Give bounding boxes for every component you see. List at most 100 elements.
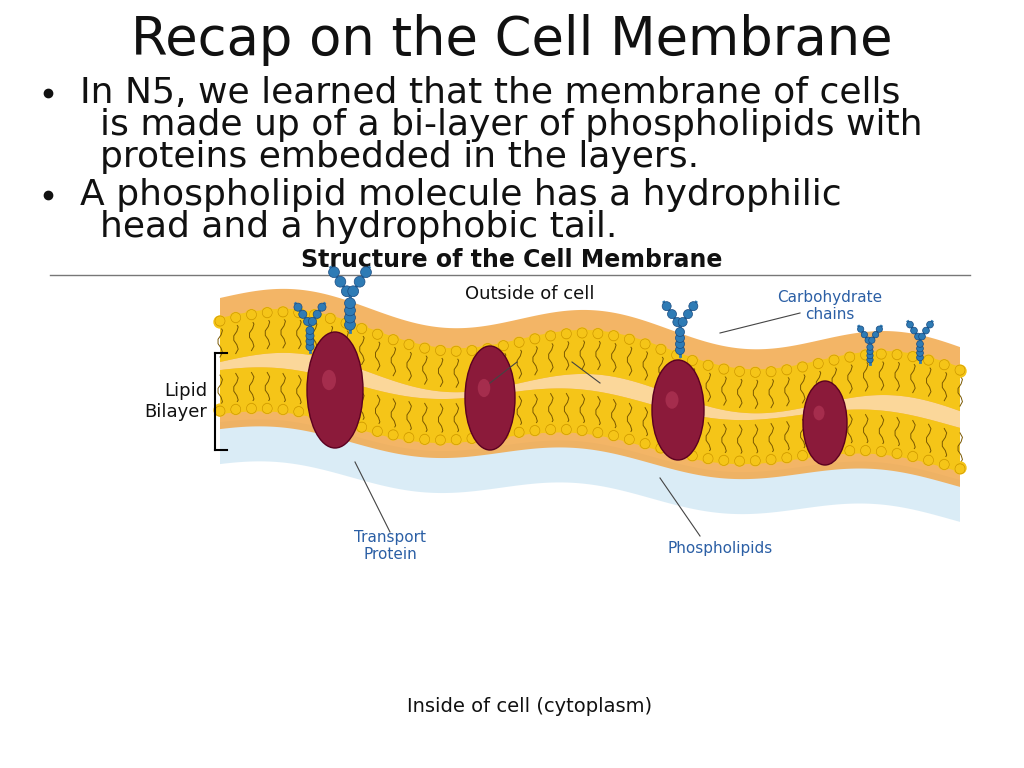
Circle shape xyxy=(734,456,744,466)
Circle shape xyxy=(813,359,823,369)
Circle shape xyxy=(626,435,634,442)
Circle shape xyxy=(261,308,273,319)
Circle shape xyxy=(639,437,651,449)
Circle shape xyxy=(676,346,684,355)
Circle shape xyxy=(702,360,714,372)
Circle shape xyxy=(719,455,729,465)
Circle shape xyxy=(481,343,494,356)
Circle shape xyxy=(750,454,761,465)
Circle shape xyxy=(846,445,854,454)
Circle shape xyxy=(689,302,697,311)
Text: is made up of a bi-layer of phospholipids with: is made up of a bi-layer of phospholipid… xyxy=(100,108,923,142)
Circle shape xyxy=(229,313,242,325)
Circle shape xyxy=(403,339,414,349)
Circle shape xyxy=(655,344,666,354)
Circle shape xyxy=(877,446,887,456)
Circle shape xyxy=(750,367,761,379)
Circle shape xyxy=(341,286,352,296)
Circle shape xyxy=(872,332,879,338)
Polygon shape xyxy=(220,353,961,428)
Circle shape xyxy=(420,343,430,353)
Circle shape xyxy=(751,367,760,377)
Circle shape xyxy=(799,364,807,372)
Circle shape xyxy=(892,449,902,458)
Circle shape xyxy=(262,308,272,318)
Circle shape xyxy=(799,451,807,458)
Circle shape xyxy=(261,402,273,413)
Circle shape xyxy=(954,462,966,474)
Circle shape xyxy=(294,303,302,311)
Circle shape xyxy=(640,439,650,449)
Circle shape xyxy=(528,334,541,346)
Circle shape xyxy=(387,335,399,346)
Polygon shape xyxy=(220,309,961,413)
Circle shape xyxy=(868,337,876,343)
Circle shape xyxy=(877,326,883,333)
Circle shape xyxy=(500,343,508,351)
Text: Carbohydrate
chains: Carbohydrate chains xyxy=(777,290,883,323)
Circle shape xyxy=(923,327,930,334)
Circle shape xyxy=(435,435,445,445)
Circle shape xyxy=(676,333,684,343)
Circle shape xyxy=(844,352,856,364)
Circle shape xyxy=(354,276,365,287)
Circle shape xyxy=(317,303,326,311)
Circle shape xyxy=(919,333,926,340)
Circle shape xyxy=(436,347,444,356)
Circle shape xyxy=(797,449,809,461)
Circle shape xyxy=(830,357,838,365)
Circle shape xyxy=(683,310,692,319)
Circle shape xyxy=(578,328,587,338)
Circle shape xyxy=(247,403,256,413)
Circle shape xyxy=(735,456,743,464)
Circle shape xyxy=(705,362,712,370)
Circle shape xyxy=(295,406,303,415)
Circle shape xyxy=(453,348,460,356)
Circle shape xyxy=(231,405,240,412)
Circle shape xyxy=(861,332,867,338)
Circle shape xyxy=(515,427,523,435)
Circle shape xyxy=(453,435,460,442)
Circle shape xyxy=(388,430,398,440)
Circle shape xyxy=(916,349,924,356)
Circle shape xyxy=(938,359,950,372)
Circle shape xyxy=(923,453,935,465)
Ellipse shape xyxy=(803,381,847,465)
Circle shape xyxy=(733,366,745,379)
Circle shape xyxy=(545,331,557,343)
Circle shape xyxy=(263,403,271,412)
Circle shape xyxy=(357,326,366,333)
Circle shape xyxy=(293,405,305,417)
Circle shape xyxy=(916,354,924,361)
Circle shape xyxy=(279,405,287,412)
Circle shape xyxy=(594,428,602,435)
Polygon shape xyxy=(220,419,961,522)
Circle shape xyxy=(514,337,524,347)
Circle shape xyxy=(751,455,760,465)
Circle shape xyxy=(372,329,383,341)
Circle shape xyxy=(891,349,903,362)
Circle shape xyxy=(656,443,665,451)
Circle shape xyxy=(671,350,683,362)
Circle shape xyxy=(308,310,321,322)
Circle shape xyxy=(247,310,256,319)
Circle shape xyxy=(468,433,476,442)
Text: Outside of cell: Outside of cell xyxy=(465,285,595,303)
Circle shape xyxy=(577,328,588,340)
Circle shape xyxy=(718,364,730,376)
Circle shape xyxy=(938,458,950,469)
Circle shape xyxy=(867,344,873,350)
Circle shape xyxy=(908,353,916,362)
Text: Proteins: Proteins xyxy=(511,347,579,365)
Circle shape xyxy=(295,310,303,318)
Circle shape xyxy=(421,345,429,353)
Circle shape xyxy=(876,349,887,361)
Circle shape xyxy=(924,355,934,365)
Circle shape xyxy=(906,321,913,328)
Circle shape xyxy=(655,344,667,356)
Text: Structure of the Cell Membrane: Structure of the Cell Membrane xyxy=(301,248,723,272)
Circle shape xyxy=(916,345,924,352)
Circle shape xyxy=(766,366,776,376)
Circle shape xyxy=(608,331,618,341)
Polygon shape xyxy=(220,367,961,472)
